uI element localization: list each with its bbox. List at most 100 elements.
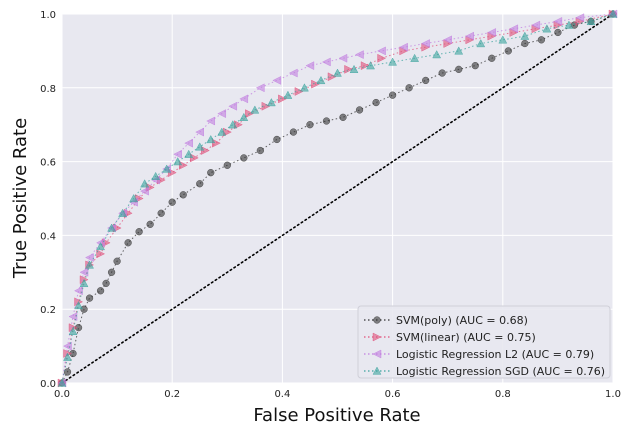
series-2-point-3 [73, 286, 83, 296]
series-0-point-24 [322, 117, 331, 125]
legend: SVM(poly) (AUC = 0.68) SVM(linear) (AUC =… [357, 305, 611, 379]
series-3-point-23 [300, 83, 309, 92]
series-0-point-32 [455, 65, 463, 73]
series-line-2 [61, 13, 614, 384]
series-0-point-10 [124, 239, 132, 247]
series-1-point-22 [278, 94, 287, 104]
y-tick-label-0: 0.0 [40, 379, 56, 390]
series-2-point-13 [173, 149, 182, 159]
series-3-point-21 [266, 98, 276, 107]
series-0-point-30 [422, 76, 430, 85]
series-1-point-28 [377, 53, 387, 63]
series-2-point-27 [377, 46, 386, 56]
series-2-point-30 [443, 35, 452, 45]
series-0-point-5 [85, 294, 94, 302]
series-0-point-29 [405, 84, 413, 92]
series-3 [57, 9, 618, 387]
series-3-point-0 [57, 378, 67, 387]
series-0-point-38 [554, 28, 562, 37]
legend-label-2: Logistic Regression L2 (AUC = 0.79) [396, 348, 594, 361]
series-2-point-34 [531, 20, 541, 30]
series-2-point-19 [239, 94, 249, 104]
series-2-point-28 [399, 42, 408, 52]
legend-marker-3 [372, 366, 382, 375]
series-3-point-3 [74, 300, 83, 310]
series-3-point-35 [542, 24, 552, 33]
series-3-point-11 [151, 171, 161, 181]
series-2-point-15 [195, 127, 204, 137]
series-2-point-1 [62, 341, 72, 351]
series-3-point-27 [366, 61, 375, 70]
series-2-point-23 [305, 61, 315, 71]
series-0-point-34 [488, 54, 496, 62]
legend-label-0: SVM(poly) (AUC = 0.68) [396, 314, 528, 327]
series-0-point-27 [372, 98, 380, 107]
series-line-3 [61, 13, 614, 384]
series-3-point-26 [349, 64, 359, 73]
series-0-point-20 [256, 146, 265, 155]
series-3-point-24 [316, 75, 326, 85]
series-3-point-14 [184, 149, 194, 158]
series-0-point-18 [223, 161, 231, 169]
series-3-point-38 [608, 9, 618, 18]
series-3-point-25 [333, 68, 342, 77]
series-0-point-33 [471, 62, 479, 70]
series-3-point-17 [217, 127, 227, 136]
series-3-point-19 [239, 112, 249, 121]
series-3-point-28 [388, 57, 398, 66]
series-1-point-21 [261, 101, 271, 111]
series-2-point-31 [465, 31, 474, 41]
series-1-point-25 [327, 72, 337, 82]
x-tick-label-4: 0.8 [495, 389, 511, 400]
series-layer [57, 9, 618, 388]
x-tick-label-0: 0.0 [54, 389, 70, 400]
series-1-point-20 [245, 109, 254, 119]
series-0-point-21 [273, 135, 281, 144]
series-2-point-26 [354, 50, 364, 59]
series-2-point-24 [321, 57, 331, 67]
series-2-point-14 [184, 138, 193, 148]
series-3-point-16 [206, 134, 216, 144]
series-0-point-19 [240, 154, 248, 162]
series-3-point-20 [250, 105, 260, 114]
legend-marker-2 [372, 349, 382, 359]
series-0-point-22 [289, 128, 298, 136]
series-3-point-30 [432, 50, 442, 59]
legend-box [357, 305, 611, 379]
series-3-point-8 [118, 208, 128, 217]
series-0-point-6 [96, 287, 105, 295]
series-0-point-35 [504, 47, 512, 55]
series-3-point-10 [140, 179, 150, 188]
series-3-point-15 [195, 142, 205, 151]
series-3-point-32 [476, 38, 486, 48]
series-1-point-6 [96, 249, 106, 259]
series-3-point-22 [283, 90, 293, 99]
series-3-point-7 [107, 223, 117, 232]
series-0-point-11 [135, 228, 143, 236]
series-2-point-18 [228, 101, 238, 111]
series-1-point-26 [344, 64, 354, 74]
series-2-point-17 [217, 109, 227, 119]
series-3-point-31 [454, 46, 464, 55]
series-0-point-31 [438, 69, 446, 77]
legend-label-3: Logistic Regression SGD (AUC = 0.76) [396, 365, 605, 378]
series-2-point-32 [487, 28, 497, 37]
legend-marker-1 [372, 332, 382, 342]
series-0-point-8 [107, 268, 116, 276]
series-2-point-16 [206, 116, 216, 126]
series-0-point-23 [306, 121, 314, 129]
series-0-point-17 [207, 169, 215, 177]
series-0-point-4 [80, 305, 88, 313]
x-tick-label-3: 0.6 [385, 389, 401, 400]
series-1-point-15 [189, 153, 199, 163]
y-tick-label-5: 1.0 [40, 10, 56, 21]
x-tick-label-1: 0.2 [164, 389, 180, 400]
series-0-point-28 [388, 91, 397, 99]
series-2-point-2 [68, 312, 78, 321]
series-0-point-12 [146, 220, 154, 228]
series-3-point-33 [498, 35, 508, 44]
grid-lines [61, 13, 614, 384]
y-tick-label-4: 0.8 [40, 84, 56, 95]
series-2-point-22 [288, 68, 298, 78]
series-2-point-29 [421, 39, 430, 48]
